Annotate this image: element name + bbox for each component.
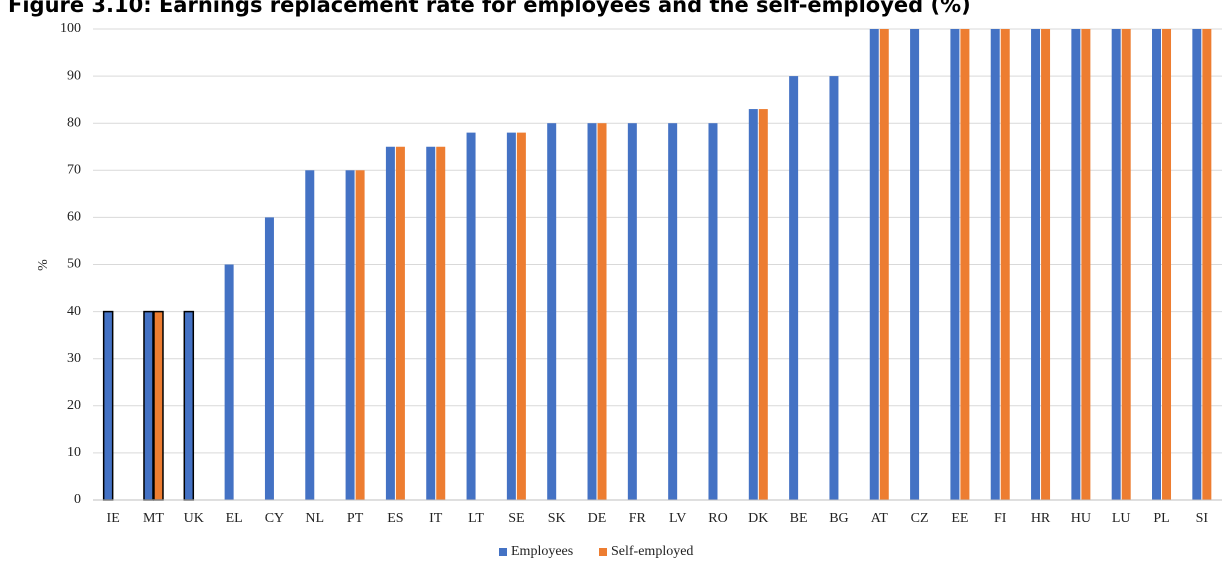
x-tick-label: CZ — [911, 511, 929, 526]
x-tick-label: PL — [1153, 511, 1169, 526]
bar — [305, 170, 315, 501]
x-tick-label: CY — [265, 511, 284, 526]
y-tick-label: 90 — [67, 68, 81, 83]
bar — [960, 29, 970, 500]
y-tick-label: 80 — [67, 115, 81, 130]
bar — [355, 170, 365, 501]
bar — [1192, 29, 1202, 500]
bar — [950, 29, 960, 500]
bar — [547, 123, 557, 500]
bar — [1000, 29, 1010, 500]
x-tick-label: EL — [226, 511, 243, 526]
bar — [1111, 29, 1121, 500]
y-axis-label: % — [36, 259, 51, 271]
x-tick-label: SI — [1196, 511, 1209, 526]
x-tick-label: RO — [708, 511, 727, 526]
bar — [1162, 29, 1172, 500]
x-tick-label: MT — [143, 511, 164, 526]
y-tick-label: 50 — [67, 257, 81, 272]
x-tick-label: DE — [588, 511, 607, 526]
bar — [829, 76, 839, 500]
bar — [183, 310, 195, 501]
bar — [395, 146, 405, 500]
y-tick-label: 100 — [60, 21, 81, 36]
legend-label: Self-employed — [611, 544, 693, 559]
bar — [1081, 29, 1091, 500]
x-tick-label: IE — [107, 511, 120, 526]
bar — [627, 123, 637, 500]
bar — [879, 29, 889, 500]
bar — [708, 123, 718, 500]
legend-swatch — [599, 548, 607, 556]
bar — [426, 146, 436, 500]
bar — [1121, 29, 1131, 500]
bar — [869, 29, 879, 500]
bar — [748, 109, 758, 500]
x-tick-label: BG — [829, 511, 848, 526]
bar — [102, 310, 114, 501]
x-tick-label: FR — [629, 511, 647, 526]
y-tick-label: 20 — [67, 398, 81, 413]
x-tick-label: LU — [1112, 511, 1131, 526]
bar — [264, 217, 274, 500]
y-tick-label: 10 — [67, 445, 81, 460]
bar — [587, 123, 597, 500]
bar — [1041, 29, 1051, 500]
x-tick-label: LV — [669, 511, 686, 526]
x-tick-label: AT — [871, 511, 889, 526]
legend-label: Employees — [511, 544, 573, 559]
x-tick-label: IT — [429, 511, 443, 526]
bar — [758, 109, 768, 500]
bar — [1071, 29, 1081, 500]
x-tick-label: HU — [1071, 511, 1091, 526]
x-tick-label: NL — [305, 511, 324, 526]
bar — [516, 132, 526, 500]
bar — [910, 29, 920, 500]
x-tick-label: ES — [387, 511, 403, 526]
bar — [143, 310, 154, 501]
bar — [597, 123, 607, 500]
bar — [1031, 29, 1041, 500]
bar — [436, 146, 446, 500]
y-tick-label: 60 — [67, 210, 81, 225]
y-tick-label: 30 — [67, 351, 81, 366]
x-tick-label: LT — [468, 511, 484, 526]
bar — [385, 146, 395, 500]
bar — [1152, 29, 1162, 500]
x-tick-label: UK — [184, 511, 204, 526]
bar — [1202, 29, 1212, 500]
bar — [990, 29, 1000, 500]
y-tick-label: 70 — [67, 163, 81, 178]
bar — [668, 123, 678, 500]
x-tick-label: FI — [994, 511, 1007, 526]
y-tick-label: 0 — [74, 492, 81, 507]
x-tick-label: SK — [548, 511, 566, 526]
legend-swatch — [499, 548, 507, 556]
x-tick-label: EE — [951, 511, 968, 526]
x-tick-label: DK — [748, 511, 768, 526]
bar — [506, 132, 516, 500]
x-tick-label: SE — [508, 511, 524, 526]
bar — [153, 310, 164, 501]
bar — [789, 76, 799, 500]
x-tick-label: HR — [1031, 511, 1051, 526]
bar — [224, 264, 234, 500]
x-tick-label: PT — [347, 511, 364, 526]
y-tick-label: 40 — [67, 304, 81, 319]
bar — [345, 170, 355, 501]
chart-title: Figure 3.10: Earnings replacement rate f… — [8, 0, 971, 17]
bar — [466, 132, 476, 500]
x-tick-label: BE — [790, 511, 808, 526]
